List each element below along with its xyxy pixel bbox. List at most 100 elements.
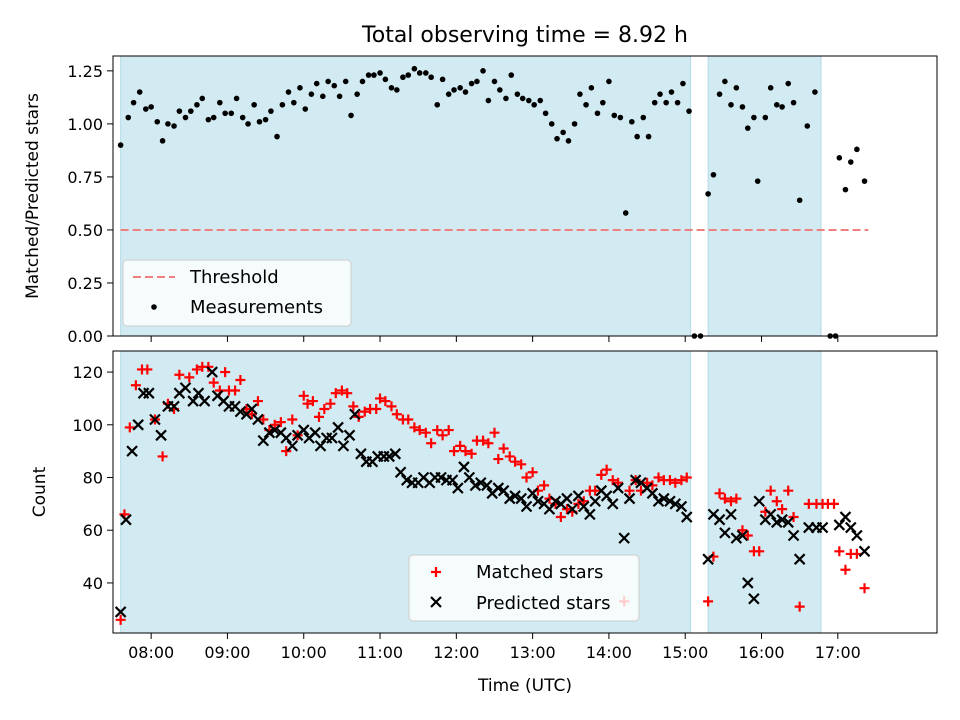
y-tick-label: 1.00 (67, 115, 103, 134)
matched-star-point (466, 448, 477, 459)
predicted-star-point (719, 527, 731, 539)
matched-star-point (342, 388, 353, 399)
measurement-point (382, 76, 389, 83)
measurement-point (491, 78, 498, 85)
predicted-star-point (515, 492, 527, 505)
matched-star-point (371, 403, 382, 414)
matched-star-point (246, 409, 257, 420)
measurement-point (577, 91, 583, 97)
measurement-point (785, 80, 792, 87)
measurement-point (136, 89, 143, 95)
measurement-point (428, 74, 434, 81)
measurement-point (514, 91, 521, 97)
legend-measurements-swatch (151, 304, 157, 310)
predicted-star-point (669, 498, 682, 510)
measurement-point (645, 133, 652, 140)
predicted-star-point (675, 500, 688, 513)
predicted-star-point (280, 432, 292, 444)
predicted-star-point (776, 513, 788, 526)
matched-star-point (483, 438, 494, 449)
x-tick-label: 11:00 (357, 643, 403, 662)
predicted-star-point (349, 408, 361, 421)
matched-star-point (555, 512, 566, 523)
x-tick-label: 12:00 (433, 643, 479, 662)
measurement-point (165, 121, 171, 127)
measurement-point (365, 72, 372, 78)
measurement-point (411, 65, 418, 72)
measurement-point (588, 85, 595, 91)
predicted-star-point (736, 529, 749, 542)
matched-star-point (601, 464, 612, 475)
predicted-star-point (126, 445, 138, 457)
measurement-point (710, 171, 717, 178)
predicted-star-point (149, 413, 161, 426)
measurement-point (663, 99, 669, 106)
matched-star-point (726, 496, 736, 507)
measurement-point (457, 85, 463, 91)
legend-matched-label: Matched stars (476, 562, 603, 583)
matched-star-point (115, 614, 126, 625)
matched-star-point (319, 403, 330, 414)
matched-star-point (771, 496, 782, 507)
measurement-point (503, 95, 509, 102)
measurement-point (622, 210, 629, 216)
predicted-star-point (623, 492, 636, 505)
matched-star-point (287, 414, 298, 425)
legend-matched-swatch (431, 567, 441, 577)
measurement-point (762, 114, 769, 121)
x-axis-label: Time (UTC) (477, 676, 572, 696)
measurement-point (526, 97, 532, 104)
predicted-star-point (509, 490, 521, 502)
measurement-point (537, 97, 544, 104)
matched-star-point (252, 396, 263, 407)
matched-star-point (420, 427, 431, 438)
measurement-point (629, 118, 635, 125)
matched-star-point (596, 469, 607, 480)
measurement-point (176, 108, 183, 114)
measurement-point (285, 89, 292, 95)
x-tick-label: 14:00 (586, 643, 632, 662)
predicted-star-point (606, 498, 619, 510)
x-tick-label: 09:00 (204, 643, 250, 662)
predicted-star-point (543, 503, 556, 515)
predicted-star-point (725, 508, 737, 521)
predicted-star-point (120, 513, 132, 526)
measurement-point (222, 110, 228, 117)
measurement-point (594, 110, 601, 117)
matched-star-point (130, 380, 141, 391)
measurement-point (325, 78, 331, 85)
measurement-point (388, 85, 395, 91)
predicted-star-point (458, 461, 470, 473)
y-tick-label: 0.00 (67, 327, 103, 346)
matched-star-point (664, 475, 675, 486)
counts-legend: Matched stars Predicted stars (408, 554, 640, 622)
measurement-point (394, 87, 400, 93)
measurement-point (348, 112, 354, 119)
measurement-point (171, 123, 177, 129)
predicted-star-point (658, 492, 670, 505)
predicted-star-point (618, 532, 630, 544)
matched-star-point (302, 398, 313, 409)
measurement-point (434, 101, 441, 108)
predicted-star-point (168, 400, 180, 413)
predicted-star-point (343, 429, 356, 442)
matched-star-point (330, 388, 341, 399)
matched-star-point (325, 398, 336, 409)
predicted-star-point (332, 421, 344, 434)
measurement-point (600, 99, 606, 106)
measurement-point (416, 70, 423, 76)
measurement-point (847, 159, 854, 165)
matched-star-point (624, 485, 635, 496)
measurement-point (583, 101, 589, 108)
measurement-point (680, 80, 686, 87)
measurement-point (188, 108, 194, 114)
measurement-point (640, 114, 647, 121)
matched-star-point (298, 390, 309, 401)
matched-star-point (220, 367, 231, 378)
predicted-star-point (257, 434, 270, 447)
predicted-star-point (192, 387, 205, 399)
matched-star-point (348, 401, 359, 412)
measurement-point (279, 101, 286, 108)
x-tick-label: 10:00 (281, 643, 327, 662)
measurement-point (668, 89, 675, 95)
